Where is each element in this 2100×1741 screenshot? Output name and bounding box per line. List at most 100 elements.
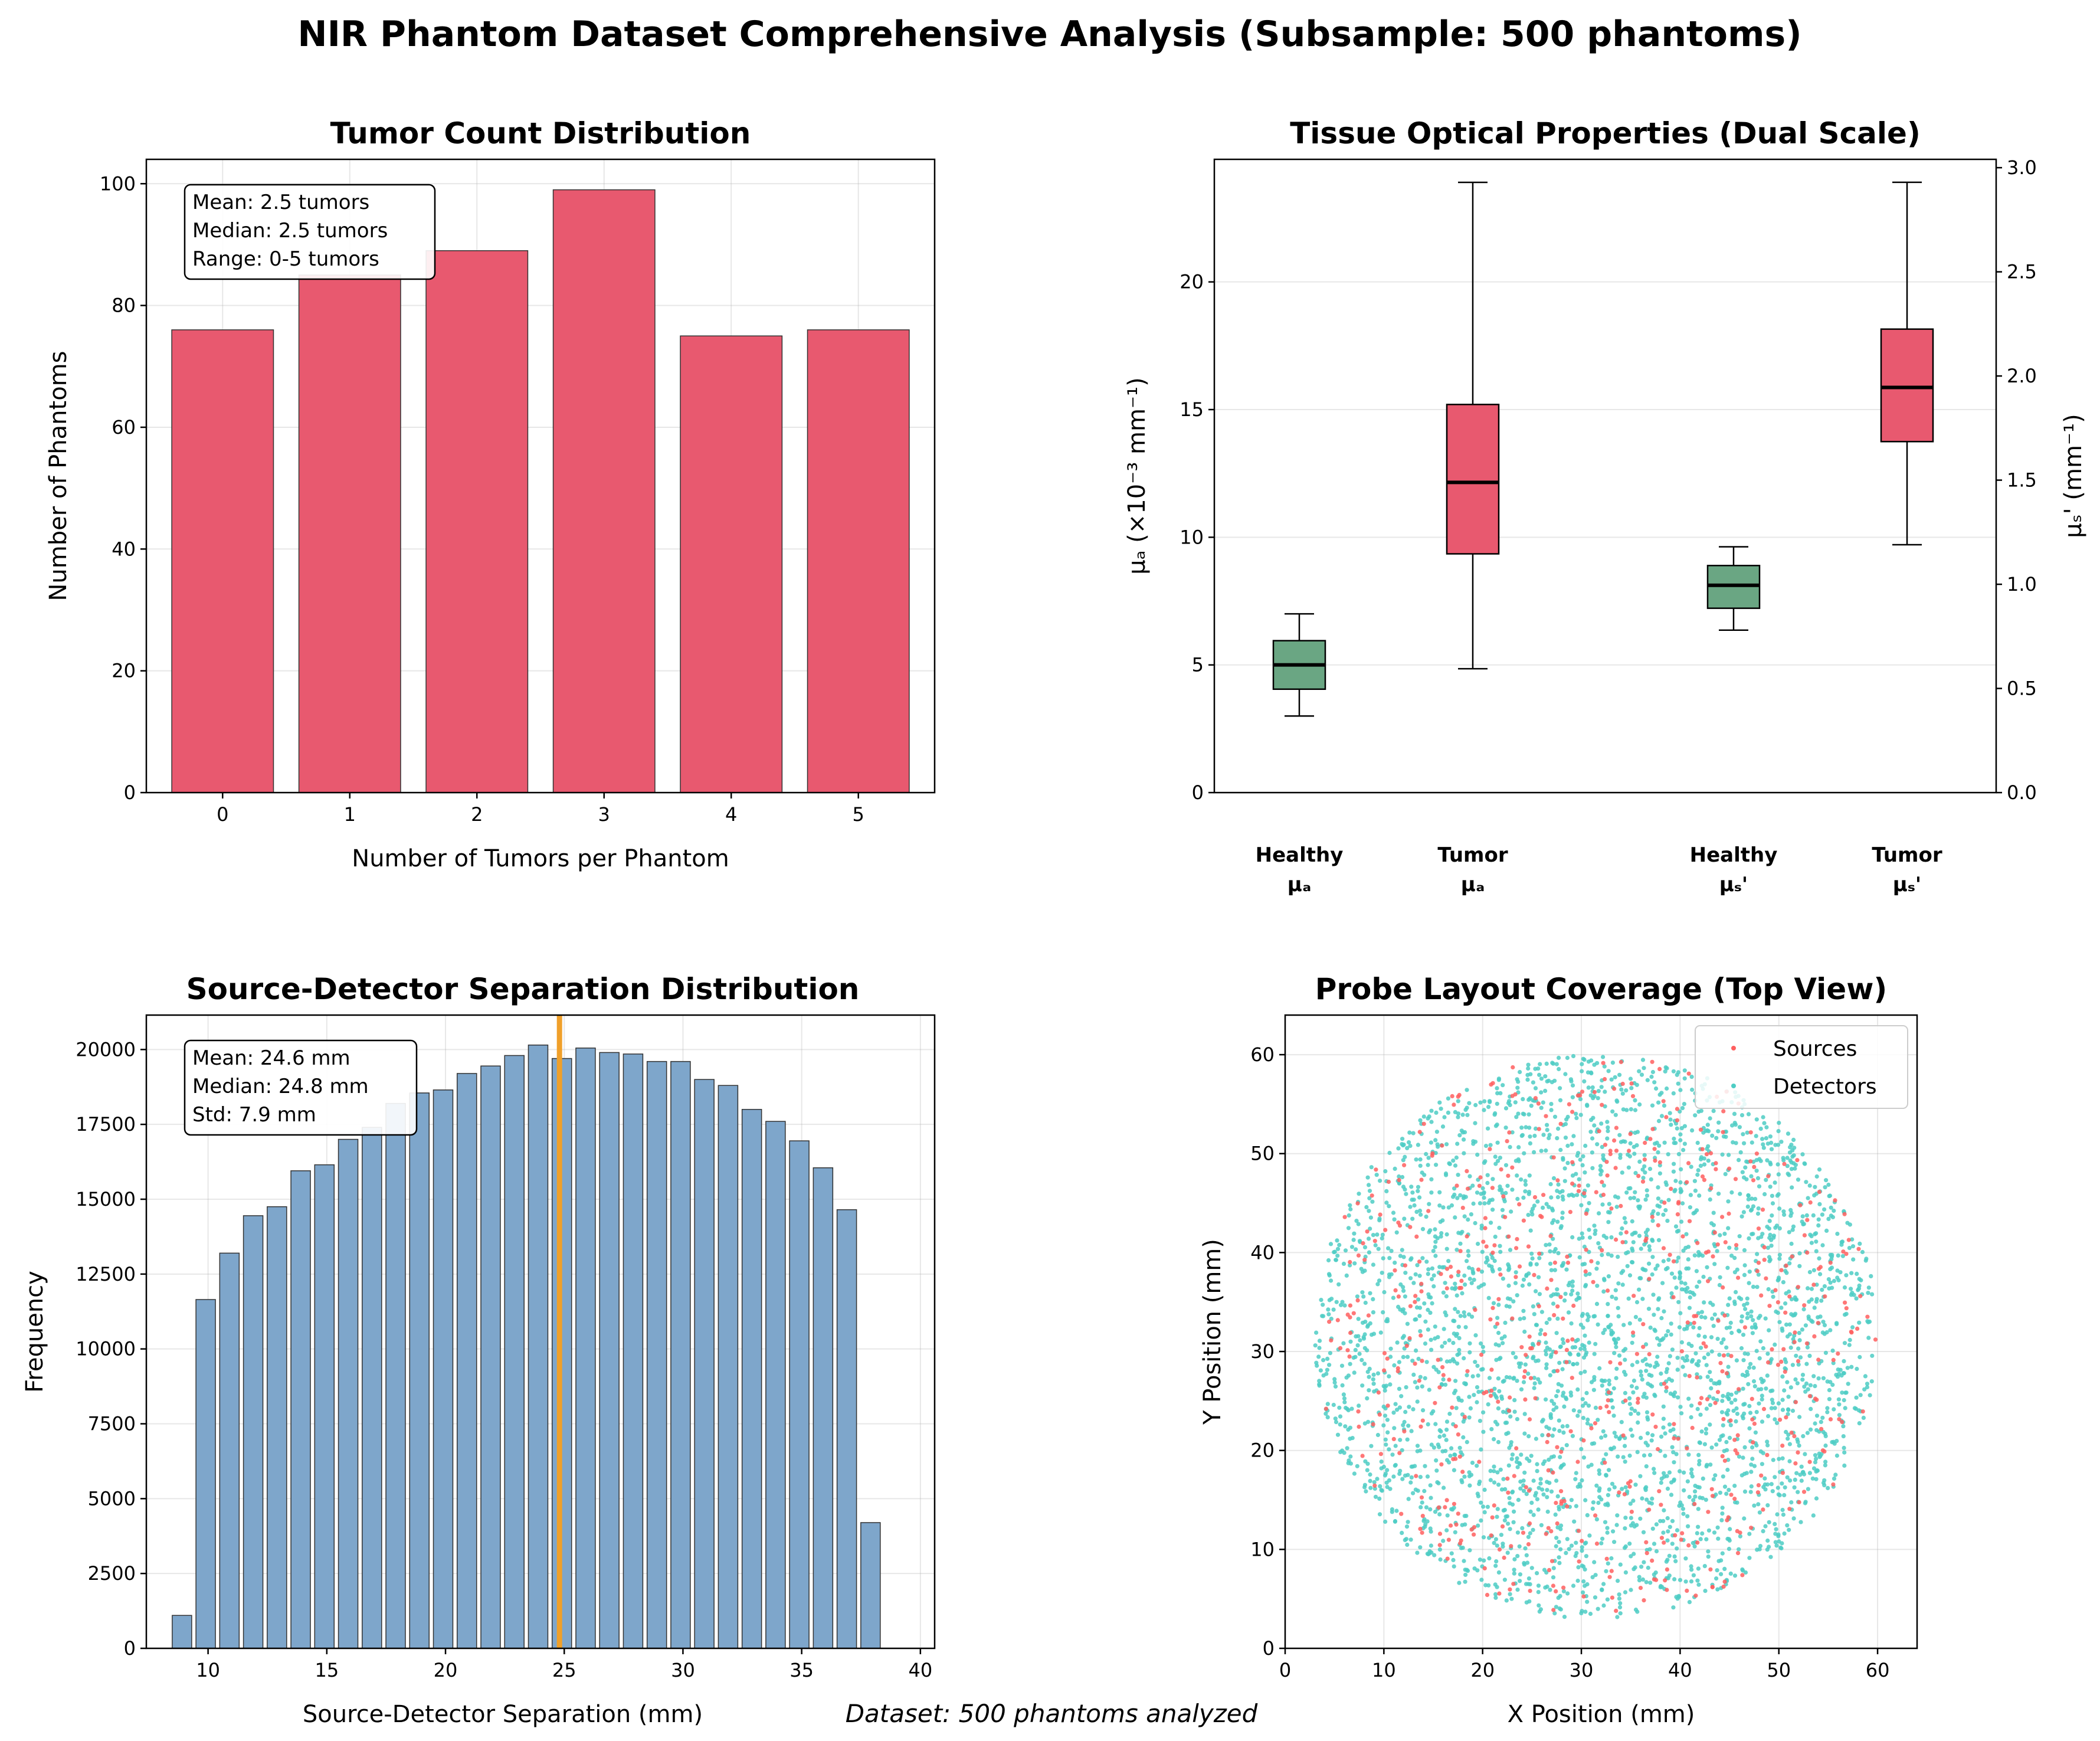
detector-point — [1742, 1351, 1747, 1356]
detector-point — [1771, 1458, 1775, 1462]
source-point — [1620, 1240, 1625, 1245]
detector-point — [1405, 1146, 1410, 1150]
detector-point — [1691, 1211, 1696, 1216]
source-point — [1748, 1130, 1753, 1135]
detector-point — [1554, 1605, 1558, 1609]
histogram-bar — [694, 1079, 715, 1649]
detector-point — [1383, 1437, 1388, 1442]
detector-point — [1554, 1331, 1559, 1336]
detector-point — [1423, 1319, 1428, 1324]
source-point — [1735, 1551, 1741, 1556]
detector-point — [1515, 1085, 1520, 1090]
detector-point — [1691, 1498, 1696, 1503]
source-point — [1444, 1498, 1449, 1503]
source-point — [1802, 1303, 1807, 1308]
detector-point — [1420, 1227, 1426, 1232]
legend-marker-detectors — [1731, 1084, 1736, 1088]
detector-point — [1589, 1380, 1594, 1385]
detector-point — [1519, 1452, 1524, 1457]
detector-point — [1734, 1141, 1738, 1146]
detector-point — [1809, 1406, 1813, 1411]
detector-point — [1424, 1259, 1429, 1264]
detector-point — [1598, 1167, 1603, 1172]
detector-point — [1643, 1488, 1648, 1493]
detector-point — [1626, 1165, 1631, 1170]
detector-point — [1371, 1310, 1375, 1315]
detector-point — [1375, 1371, 1381, 1376]
detector-point — [1578, 1371, 1583, 1376]
detector-point — [1698, 1441, 1702, 1445]
source-point — [1792, 1434, 1797, 1439]
detector-point — [1467, 1101, 1472, 1105]
detector-point — [1367, 1196, 1372, 1200]
detector-point — [1702, 1162, 1707, 1167]
x-tick-label: 60 — [1866, 1659, 1890, 1681]
detector-point — [1713, 1473, 1718, 1478]
detector-point — [1606, 1069, 1611, 1074]
detector-point — [1612, 1351, 1617, 1356]
detector-point — [1745, 1205, 1750, 1209]
detector-point — [1750, 1140, 1754, 1145]
y2-tick-label: 2.0 — [2007, 365, 2037, 387]
detector-point — [1381, 1464, 1386, 1470]
histogram-bar — [314, 1164, 335, 1649]
detector-point — [1426, 1156, 1431, 1160]
source-point — [1749, 1526, 1754, 1530]
detector-point — [1577, 1255, 1582, 1260]
source-point — [1355, 1298, 1360, 1303]
x-tick-label: 35 — [789, 1659, 814, 1681]
detector-point — [1631, 1390, 1636, 1395]
histogram-bar — [575, 1048, 596, 1649]
detector-point — [1821, 1320, 1826, 1324]
detector-point — [1769, 1406, 1774, 1411]
detector-point — [1402, 1216, 1407, 1221]
detector-point — [1811, 1213, 1816, 1218]
source-point — [1433, 1400, 1437, 1405]
detector-point — [1787, 1261, 1792, 1266]
histogram-bar — [860, 1522, 881, 1649]
detector-point — [1498, 1249, 1503, 1254]
detector-point — [1610, 1481, 1615, 1486]
detector-point — [1381, 1256, 1385, 1261]
detector-point — [1827, 1286, 1832, 1291]
detector-point — [1670, 1542, 1675, 1546]
source-point — [1755, 1490, 1760, 1495]
detector-point — [1823, 1431, 1827, 1436]
detector-point — [1621, 1139, 1626, 1144]
detector-point — [1673, 1224, 1679, 1229]
detector-point — [1715, 1587, 1720, 1592]
source-point — [1804, 1341, 1809, 1346]
detector-point — [1737, 1329, 1742, 1334]
detector-point — [1515, 1554, 1520, 1559]
y2-tick-label: 1.5 — [2007, 469, 2037, 492]
detector-point — [1452, 1186, 1457, 1191]
detector-point — [1371, 1233, 1375, 1238]
source-point — [1721, 1417, 1726, 1422]
detector-point — [1467, 1470, 1472, 1475]
source-point — [1489, 1533, 1493, 1538]
detector-point — [1447, 1460, 1452, 1465]
detector-point — [1332, 1380, 1337, 1385]
source-point — [1546, 1468, 1551, 1472]
detector-point — [1581, 1416, 1585, 1421]
detector-point — [1727, 1435, 1732, 1440]
detector-point — [1468, 1406, 1473, 1411]
detector-point — [1832, 1278, 1836, 1284]
detector-point — [1814, 1239, 1819, 1244]
detector-point — [1630, 1246, 1634, 1251]
detector-point — [1417, 1195, 1422, 1200]
detector-point — [1575, 1387, 1580, 1392]
source-point — [1403, 1263, 1408, 1268]
source-point — [1581, 1594, 1586, 1599]
detector-point — [1362, 1245, 1368, 1249]
source-point — [1347, 1354, 1352, 1359]
source-point — [1654, 1578, 1659, 1582]
detector-point — [1555, 1316, 1560, 1321]
y2-tick-label: 0.5 — [2007, 678, 2037, 700]
detector-point — [1695, 1531, 1699, 1536]
detector-point — [1800, 1327, 1804, 1332]
detector-point — [1385, 1319, 1390, 1324]
detector-point — [1428, 1310, 1433, 1315]
detector-point — [1733, 1398, 1738, 1402]
detector-point — [1797, 1251, 1802, 1256]
